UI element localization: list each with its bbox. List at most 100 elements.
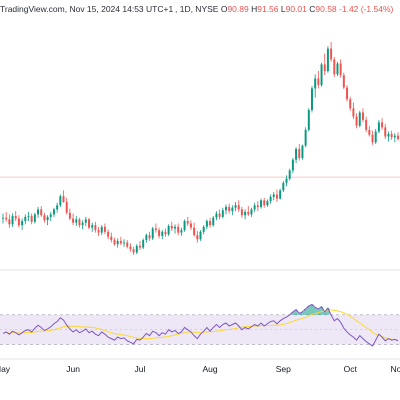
candle-body [110,236,113,241]
candle-body [323,64,326,72]
candle-body [196,235,199,240]
candle-body [301,145,304,159]
candle-body [253,205,256,210]
candle-body [126,242,129,247]
candle-body [132,249,135,253]
candle-body [129,246,132,250]
candle-body [46,216,49,221]
candle-body [52,209,55,215]
candle-body [240,209,243,216]
candle-body [37,209,40,215]
rsi-overbought-fill [304,308,308,315]
chart-header: TradingView.com, Nov 15, 2024 14:53 UTC+… [0,0,400,20]
candle-body [349,99,352,109]
candle-body [390,133,393,138]
candle-body [266,201,269,206]
candle-body [365,119,368,130]
candle-body [123,242,126,244]
candle-body [215,213,218,218]
candle-body [202,226,205,232]
candle-body [282,182,285,191]
x-tick-label: Nov [390,364,400,374]
candle-body [234,205,237,208]
candle-body [224,206,227,211]
candle-body [275,194,278,199]
candle-body [24,216,27,222]
candle-body [43,215,46,221]
rsi-line [2,303,399,347]
candle-body [358,112,361,126]
candle-body [339,63,342,76]
candle-body [154,228,157,231]
candle-body [384,127,387,137]
rsi-overbought-fill [323,311,327,315]
rsi-overbought-fill [319,306,324,315]
candle-body [342,75,345,88]
candle-body [142,240,145,248]
candle-body [304,129,307,146]
candle-body [17,218,20,226]
candle-body [260,200,263,207]
x-axis: May Jun Jul Aug Sep Oct Nov [0,364,400,374]
candle-body [167,225,170,235]
candle-body [330,48,333,60]
source-label: TradingView.com, Nov 15, 2024 14:53 UTC+… [0,4,174,14]
candle-body [221,210,224,217]
candle-body [2,217,4,219]
candle-body [81,222,84,226]
candle-body [279,190,282,199]
candle-body [355,116,358,126]
candle-body [33,214,36,222]
candle-body [72,218,75,223]
candle-body [119,240,122,244]
candle-body [212,217,215,226]
candle-body [97,230,100,233]
x-tick-label: Oct [344,364,358,374]
candle-body [381,122,384,128]
price-pane [0,42,400,360]
candle-body [199,231,202,240]
candle-body [311,88,313,110]
rsi-overbought-fill [310,304,314,315]
candle-body [186,221,189,224]
candle-body [346,87,349,100]
candle-body [116,240,119,245]
candle-body [59,196,62,206]
x-tick-label: Aug [202,364,217,374]
candle-body [84,219,87,223]
candle-body [65,201,68,213]
candle-body [151,228,154,239]
ohlc-readout: , 1D, NYSE O90.89 H91.56 L90.01 C90.58 -… [175,4,394,14]
candle-body [231,207,234,212]
candle-body [272,194,275,197]
candle-body [326,48,329,72]
x-tick-label: Sep [276,364,291,374]
candle-body [100,226,103,233]
candle-body [56,205,59,210]
candle-body [145,235,148,241]
candle-body [21,221,24,226]
candle-body [88,219,90,228]
candle-body [75,219,78,223]
rsi-overbought-fill [294,309,298,315]
candle-body [11,216,14,225]
candle-body [135,245,138,253]
candle-body [269,196,272,202]
rsi-overbought-fill [297,313,301,315]
candle-body [263,200,266,206]
candle-body [352,108,355,117]
x-tick-label: May [0,364,11,374]
candle-body [209,221,212,226]
candle-body [393,135,396,138]
candle-body [295,148,298,160]
candle-body [218,213,221,217]
candle-body [189,223,192,228]
candle-body [180,230,183,233]
candle-body [174,226,177,229]
candle-body [107,231,110,237]
candle-body [228,206,231,212]
candle-body [336,63,339,75]
candle-body [285,178,288,183]
candle-body [91,225,94,228]
